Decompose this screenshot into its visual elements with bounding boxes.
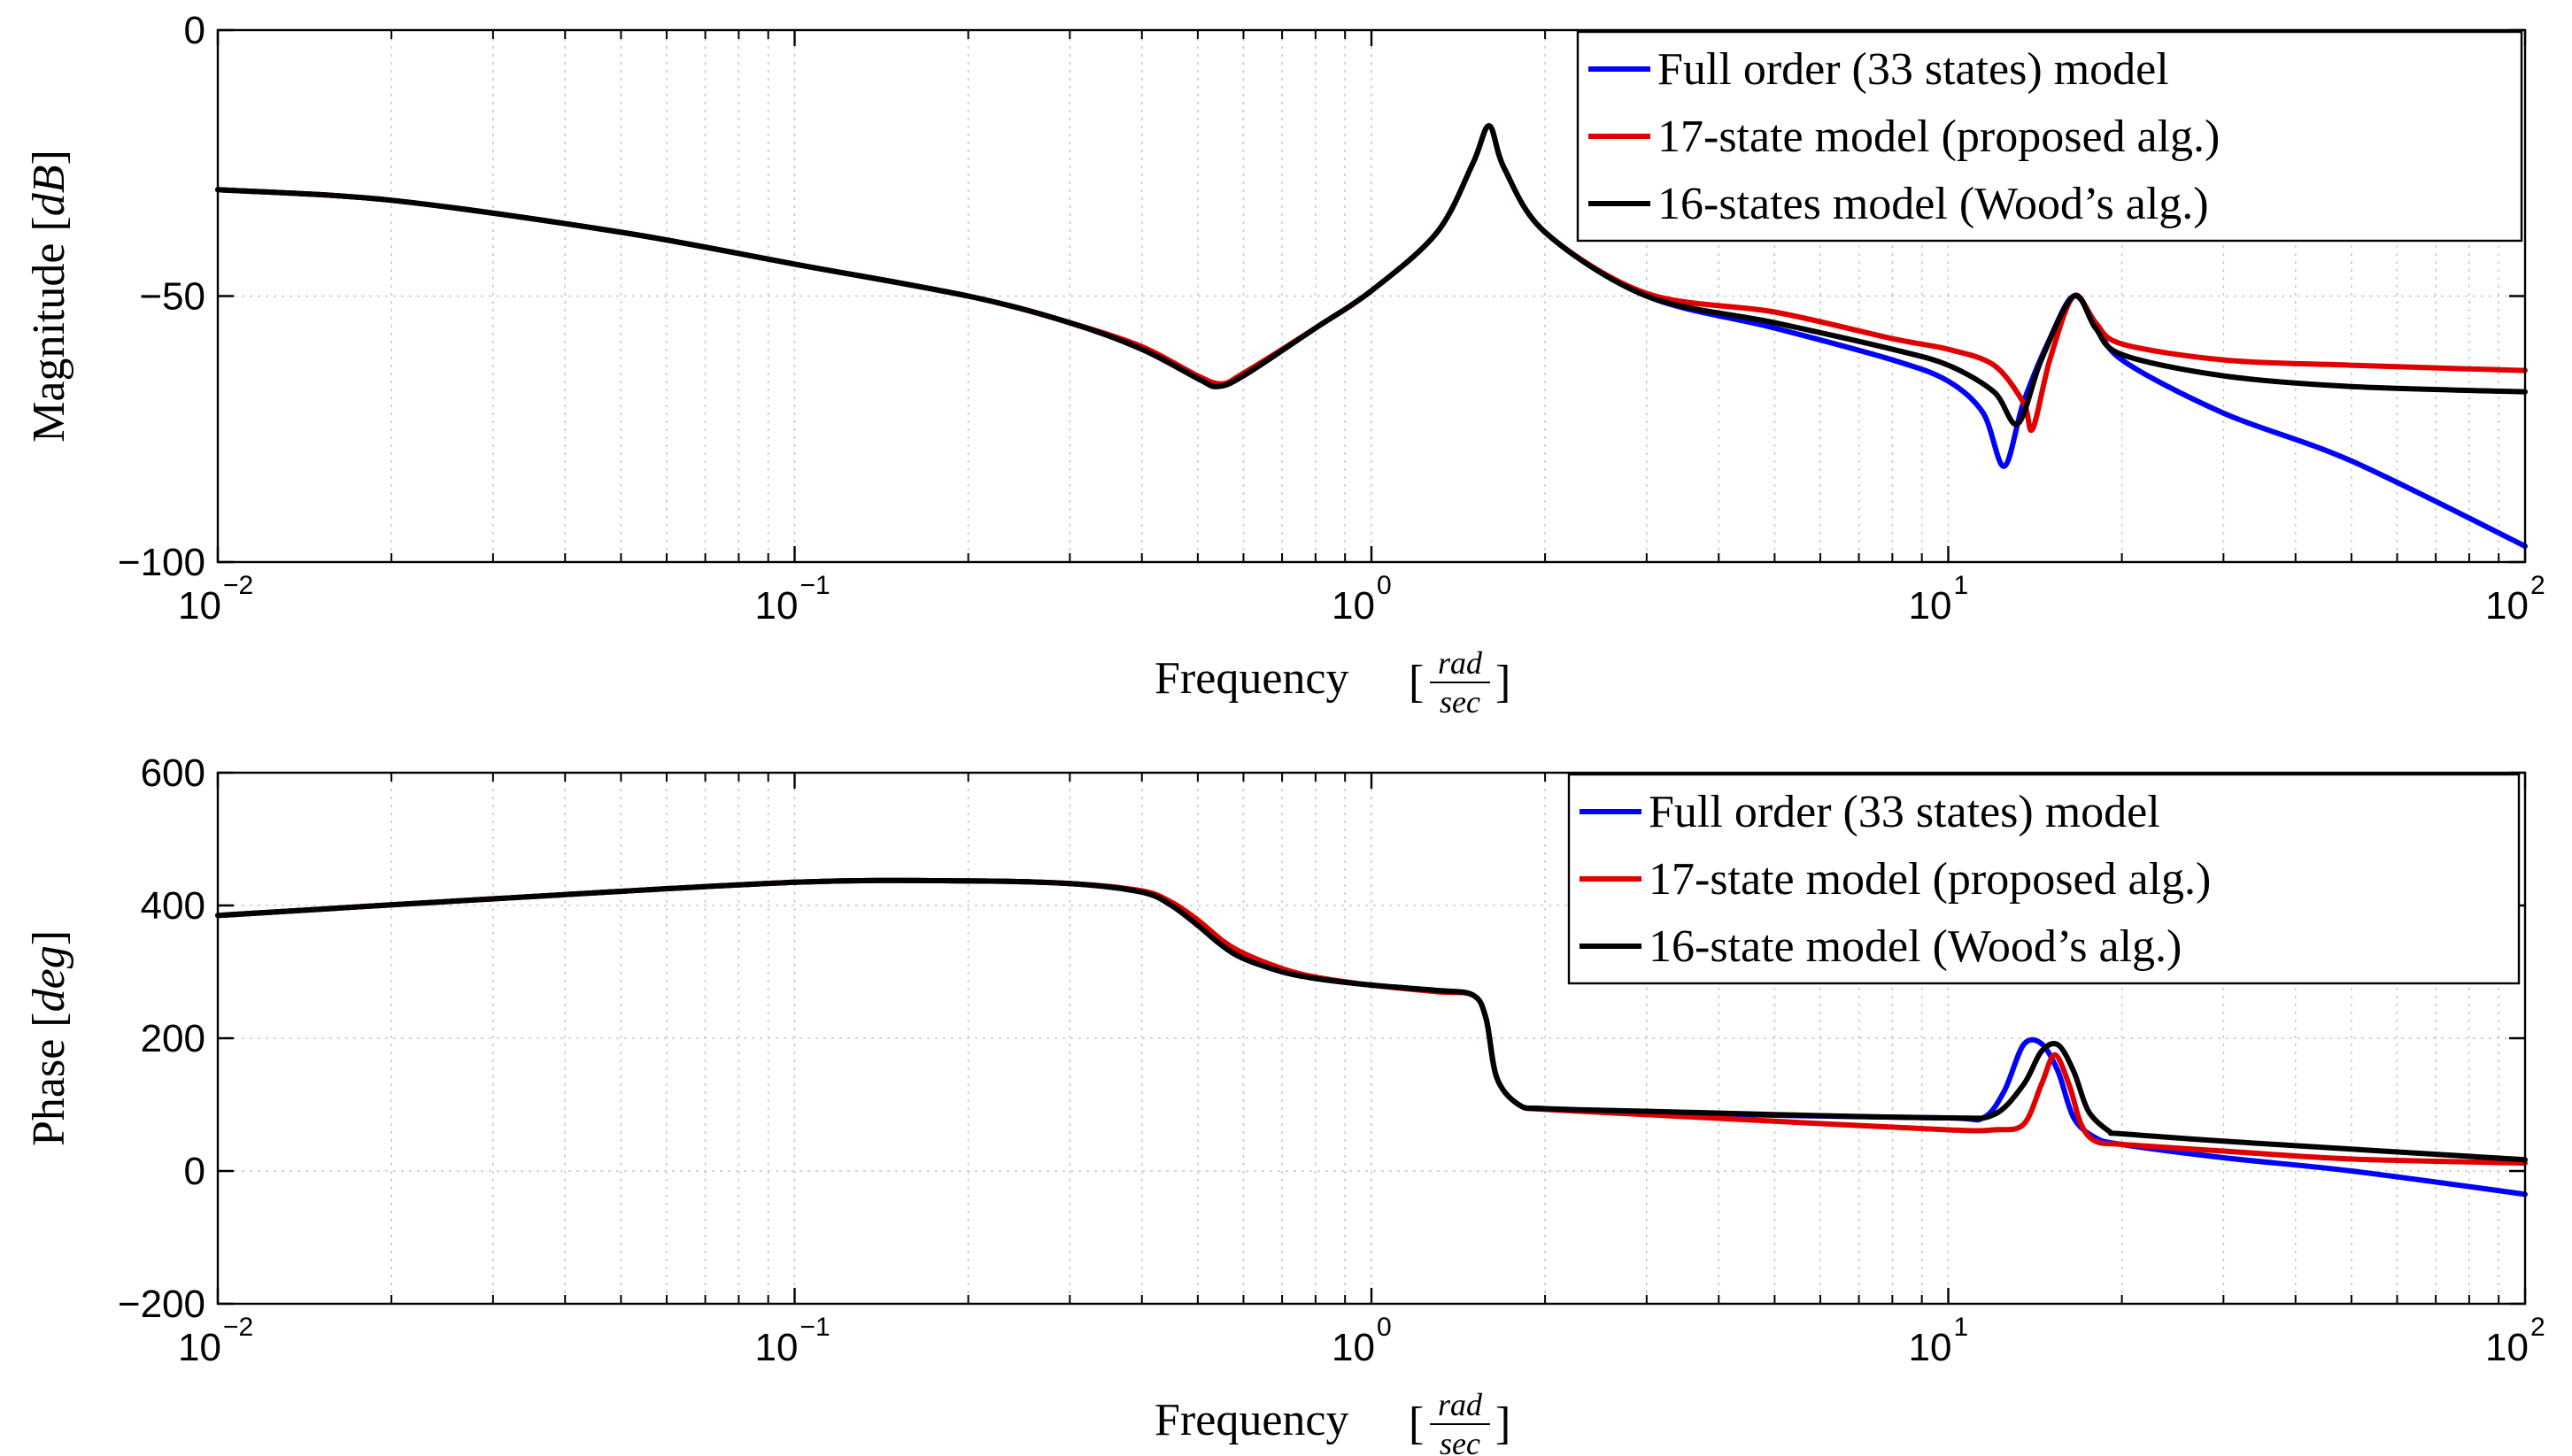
y-axis-label-text: Magnitude [	[24, 216, 74, 443]
legend: Full order (33 states) model 17-state mod…	[1567, 773, 2521, 985]
x-tick-exponent: −2	[223, 1313, 253, 1342]
bracket-right: ]	[1495, 657, 1510, 707]
x-tick-base: 10	[1909, 584, 1952, 628]
bracket-left: [	[1409, 657, 1424, 707]
series-line-16-state	[215, 877, 2528, 1163]
x-tick-label: 10 1	[1909, 1313, 1969, 1369]
legend-box	[1576, 30, 2523, 243]
x-axis-title: Frequency [ rad sec]	[1155, 1387, 1510, 1456]
x-tick-base: 10	[178, 1326, 221, 1369]
x-unit-denominator: sec	[1440, 1426, 1480, 1456]
x-tick-base: 10	[178, 584, 221, 628]
y-tick-label: 600	[141, 751, 205, 795]
y-axis-bracket: ]	[24, 150, 74, 165]
x-tick-exponent: 0	[1377, 1313, 1392, 1342]
x-tick-base: 10	[2485, 584, 2529, 628]
y-tick-label: 200	[141, 1017, 205, 1060]
legend: Full order (33 states) model 17-state mod…	[1576, 30, 2523, 243]
legend-entry: 17-state model (proposed alg.)	[1657, 112, 2220, 162]
y-axis-label: Phase [deg]	[24, 930, 74, 1146]
series-group	[215, 123, 2528, 549]
x-unit-numerator: rad	[1438, 645, 1483, 681]
x-tick-exponent: −1	[800, 571, 830, 600]
x-tick-exponent: 2	[2530, 1313, 2545, 1342]
x-tick-label: 10 0	[1332, 1313, 1392, 1369]
y-tick-label: 400	[141, 884, 205, 928]
x-tick-exponent: 1	[1954, 1313, 1969, 1342]
y-axis-title: Magnitude [dB]	[24, 150, 74, 443]
x-tick-base: 10	[755, 584, 799, 628]
y-tick-label: −50	[139, 275, 205, 319]
legend-entry: 17-state model (proposed alg.)	[1649, 854, 2211, 905]
y-axis-label-text: Phase [	[24, 1012, 74, 1146]
x-tick-label: 10 1	[1909, 571, 1969, 628]
x-tick-label: 10 2	[2485, 1313, 2545, 1369]
x-tick-base: 10	[1332, 584, 1375, 628]
series-line-16-state	[215, 123, 2528, 428]
x-axis-label: Frequency	[1155, 1395, 1348, 1445]
bracket-left: [	[1409, 1398, 1424, 1449]
x-tick-exponent: 1	[1954, 571, 1969, 600]
x-axis-label: Frequency	[1155, 653, 1348, 704]
y-axis-unit: dB	[24, 165, 74, 216]
bracket-right: ]	[1495, 1398, 1510, 1449]
x-tick-base: 10	[1909, 1326, 1952, 1369]
legend-entry: 16-states model (Wood’s alg.)	[1657, 179, 2209, 229]
x-tick-exponent: −2	[223, 571, 253, 600]
x-unit-denominator: sec	[1440, 684, 1480, 720]
legend-entry: Full order (33 states) model	[1649, 787, 2160, 837]
y-axis-label: Magnitude [dB]	[24, 150, 74, 443]
y-tick-label: −200	[118, 1283, 205, 1326]
y-tick-label: −100	[118, 541, 205, 584]
x-tick-label: 10 2	[2485, 571, 2545, 628]
x-tick-label: 10 0	[1332, 571, 1392, 628]
x-tick-label: 10 −2	[178, 1313, 253, 1369]
x-unit-numerator: rad	[1438, 1387, 1483, 1422]
y-tick-label: 0	[184, 9, 205, 52]
x-tick-exponent: 0	[1377, 571, 1392, 600]
y-axis-bracket: ]	[24, 930, 74, 945]
x-tick-label: 10 −1	[755, 571, 830, 628]
x-tick-base: 10	[755, 1326, 799, 1369]
x-tick-exponent: −1	[800, 1313, 830, 1342]
x-tick-label: 10 −1	[755, 1313, 830, 1369]
series-group	[215, 877, 2528, 1198]
x-tick-exponent: 2	[2530, 571, 2545, 600]
legend-box	[1567, 773, 2521, 985]
x-tick-base: 10	[1332, 1326, 1375, 1369]
x-tick-base: 10	[2485, 1326, 2529, 1369]
y-tick-label: 0	[184, 1150, 205, 1193]
y-axis-unit: deg	[24, 945, 74, 1012]
x-tick-label: 10 −2	[178, 571, 253, 628]
legend-entry: 16-state model (Wood’s alg.)	[1649, 921, 2182, 972]
legend-entry: Full order (33 states) model	[1657, 44, 2169, 95]
y-axis-title: Phase [deg]	[24, 930, 74, 1146]
